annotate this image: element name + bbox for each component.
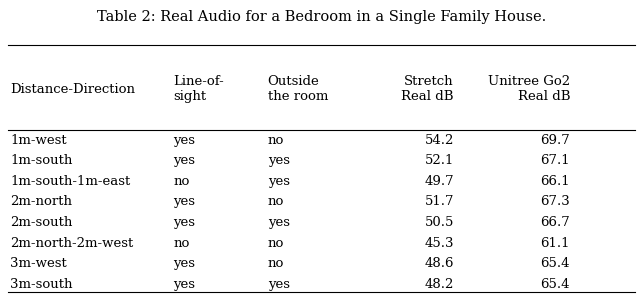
Text: yes: yes [173,257,195,270]
Text: 48.6: 48.6 [424,257,454,270]
Text: 69.7: 69.7 [540,134,570,147]
Text: 65.4: 65.4 [541,278,570,291]
Text: yes: yes [268,278,290,291]
Text: no: no [173,237,190,249]
Text: no: no [268,196,284,208]
Text: Unitree Go2
Real dB: Unitree Go2 Real dB [488,75,570,103]
Text: 1m-south-1m-east: 1m-south-1m-east [10,175,131,188]
Text: yes: yes [268,154,290,167]
Text: 61.1: 61.1 [541,237,570,249]
Text: 51.7: 51.7 [424,196,454,208]
Text: 2m-north: 2m-north [10,196,72,208]
Text: yes: yes [268,175,290,188]
Text: Distance-Direction: Distance-Direction [10,83,135,95]
Text: 54.2: 54.2 [424,134,454,147]
Text: Stretch
Real dB: Stretch Real dB [401,75,454,103]
Text: yes: yes [173,216,195,229]
Text: no: no [173,175,190,188]
Text: yes: yes [173,196,195,208]
Text: yes: yes [173,278,195,291]
Text: 50.5: 50.5 [424,216,454,229]
Text: yes: yes [173,134,195,147]
Text: 48.2: 48.2 [424,278,454,291]
Text: Outside
the room: Outside the room [268,75,328,103]
Text: 67.3: 67.3 [540,196,570,208]
Text: 1m-south: 1m-south [10,154,73,167]
Text: no: no [268,257,284,270]
Text: Table 2: Real Audio for a Bedroom in a Single Family House.: Table 2: Real Audio for a Bedroom in a S… [97,10,546,24]
Text: 3m-west: 3m-west [10,257,67,270]
Text: Line-of-
sight: Line-of- sight [173,75,224,103]
Text: 65.4: 65.4 [541,257,570,270]
Text: no: no [268,134,284,147]
Text: 66.7: 66.7 [540,216,570,229]
Text: yes: yes [173,154,195,167]
Text: 2m-north-2m-west: 2m-north-2m-west [10,237,134,249]
Text: 67.1: 67.1 [541,154,570,167]
Text: no: no [268,237,284,249]
Text: 1m-west: 1m-west [10,134,67,147]
Text: 3m-south: 3m-south [10,278,73,291]
Text: yes: yes [268,216,290,229]
Text: 45.3: 45.3 [424,237,454,249]
Text: 2m-south: 2m-south [10,216,73,229]
Text: 66.1: 66.1 [541,175,570,188]
Text: 52.1: 52.1 [424,154,454,167]
Text: 49.7: 49.7 [424,175,454,188]
